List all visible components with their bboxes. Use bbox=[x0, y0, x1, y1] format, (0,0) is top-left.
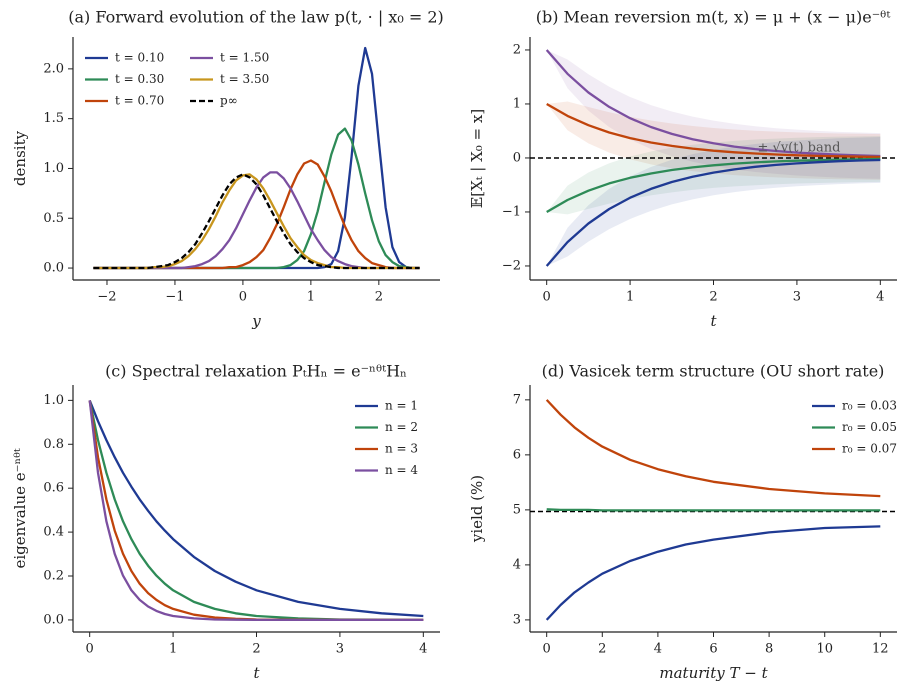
y-tick-label: 0 bbox=[513, 150, 521, 165]
y-axis-label: yield (%) bbox=[468, 475, 486, 543]
series-line bbox=[545, 399, 881, 498]
panel: (b) Mean reversion m(t, x) = μ + (x − μ)… bbox=[468, 8, 897, 330]
legend-label: r₀ = 0.07 bbox=[842, 442, 897, 456]
legend-label: p∞ bbox=[220, 94, 238, 108]
y-tick-label: 0.6 bbox=[43, 481, 64, 496]
x-tick-label: 2 bbox=[252, 642, 260, 657]
x-axis-label: t bbox=[253, 664, 260, 682]
legend-label: t = 0.30 bbox=[115, 72, 164, 86]
y-tick-label: 2.0 bbox=[43, 61, 64, 76]
x-tick-label: 4 bbox=[654, 642, 662, 657]
x-axis-label: t bbox=[710, 312, 717, 330]
series-line bbox=[93, 171, 420, 270]
x-tick-label: 2 bbox=[598, 642, 606, 657]
x-tick-label: 1 bbox=[169, 642, 177, 657]
series-line bbox=[546, 103, 881, 159]
panel-title: (b) Mean reversion m(t, x) = μ + (x − μ)… bbox=[536, 8, 891, 27]
x-axis-label: maturity T − t bbox=[659, 664, 768, 682]
y-tick-label: 4 bbox=[513, 557, 521, 572]
y-tick-label: 1.0 bbox=[43, 161, 64, 176]
x-tick-label: 1 bbox=[307, 290, 315, 305]
y-tick-label: 0.0 bbox=[43, 261, 64, 276]
x-tick-label: 10 bbox=[816, 642, 833, 657]
y-tick-label: 1.0 bbox=[43, 393, 64, 408]
legend-label: t = 0.70 bbox=[115, 94, 164, 108]
y-tick-label: 0.8 bbox=[43, 437, 64, 452]
band-label: ± √v(t) band bbox=[758, 140, 841, 155]
series-line bbox=[545, 49, 881, 158]
y-tick-label: 0.4 bbox=[43, 525, 64, 540]
x-tick-label: 8 bbox=[765, 642, 773, 657]
y-tick-label: 0.0 bbox=[43, 612, 64, 627]
x-tick-label: 3 bbox=[793, 290, 801, 305]
series-line bbox=[93, 173, 420, 270]
series-line bbox=[88, 400, 424, 622]
y-axis-label: eigenvalue e⁻ⁿᶿᵗ bbox=[11, 448, 29, 568]
y-tick-label: 3 bbox=[513, 612, 521, 627]
y-tick-label: 2 bbox=[513, 42, 521, 57]
x-tick-label: 0 bbox=[543, 290, 551, 305]
x-tick-label: 0 bbox=[86, 642, 94, 657]
panel-title: (a) Forward evolution of the law p(t, · … bbox=[68, 8, 444, 27]
legend-label: t = 0.10 bbox=[115, 51, 164, 65]
y-tick-label: 1.5 bbox=[43, 111, 64, 126]
legend-label: r₀ = 0.05 bbox=[842, 420, 897, 434]
legend-label: n = 1 bbox=[385, 399, 418, 413]
y-axis-label: density bbox=[11, 130, 29, 186]
x-axis-label: y bbox=[251, 312, 261, 330]
y-tick-label: 7 bbox=[513, 392, 521, 407]
panel-title: (c) Spectral relaxation PₜHₙ = e⁻ⁿᶿᵗHₙ bbox=[105, 362, 407, 381]
legend-label: n = 3 bbox=[385, 442, 418, 456]
panel: (c) Spectral relaxation PₜHₙ = e⁻ⁿᶿᵗHₙ 0 1… bbox=[11, 362, 440, 682]
x-tick-label: 0 bbox=[239, 290, 247, 305]
series-line bbox=[545, 158, 881, 267]
x-tick-label: 1 bbox=[626, 290, 634, 305]
x-tick-label: −1 bbox=[165, 290, 184, 305]
panel-title: (d) Vasicek term structure (OU short rat… bbox=[542, 362, 885, 381]
series-line bbox=[546, 508, 881, 512]
series-line bbox=[88, 400, 424, 622]
series-line bbox=[88, 400, 424, 622]
legend-label: t = 1.50 bbox=[220, 51, 269, 65]
y-tick-label: −2 bbox=[502, 258, 521, 273]
legend-label: n = 4 bbox=[385, 463, 418, 477]
panel: (a) Forward evolution of the law p(t, · … bbox=[11, 8, 444, 331]
legend-label: n = 2 bbox=[385, 420, 418, 434]
y-tick-label: 0.5 bbox=[43, 211, 64, 226]
y-tick-label: −1 bbox=[502, 204, 521, 219]
y-tick-label: 1 bbox=[513, 96, 521, 111]
x-tick-label: 4 bbox=[876, 290, 884, 305]
y-tick-label: 0.2 bbox=[43, 569, 64, 584]
x-tick-label: 12 bbox=[872, 642, 889, 657]
series-line bbox=[93, 127, 420, 270]
x-tick-label: 2 bbox=[709, 290, 717, 305]
x-tick-label: 2 bbox=[375, 290, 383, 305]
series-line bbox=[546, 157, 881, 213]
y-tick-label: 6 bbox=[513, 447, 521, 462]
series-line bbox=[545, 525, 881, 621]
x-tick-label: 4 bbox=[419, 642, 427, 657]
legend-label: t = 3.50 bbox=[220, 72, 269, 86]
x-tick-label: 3 bbox=[336, 642, 344, 657]
band-area bbox=[546, 137, 881, 266]
legend-label: r₀ = 0.03 bbox=[842, 399, 897, 413]
series-line bbox=[88, 399, 424, 618]
x-tick-label: 0 bbox=[543, 642, 551, 657]
band-area bbox=[546, 49, 881, 179]
x-tick-label: 6 bbox=[709, 642, 717, 657]
x-tick-label: −2 bbox=[97, 290, 116, 305]
y-axis-label: 𝔼[Xₜ | X₀ = x] bbox=[468, 109, 486, 208]
panel: (d) Vasicek term structure (OU short rat… bbox=[468, 362, 897, 682]
y-tick-label: 5 bbox=[513, 502, 521, 517]
